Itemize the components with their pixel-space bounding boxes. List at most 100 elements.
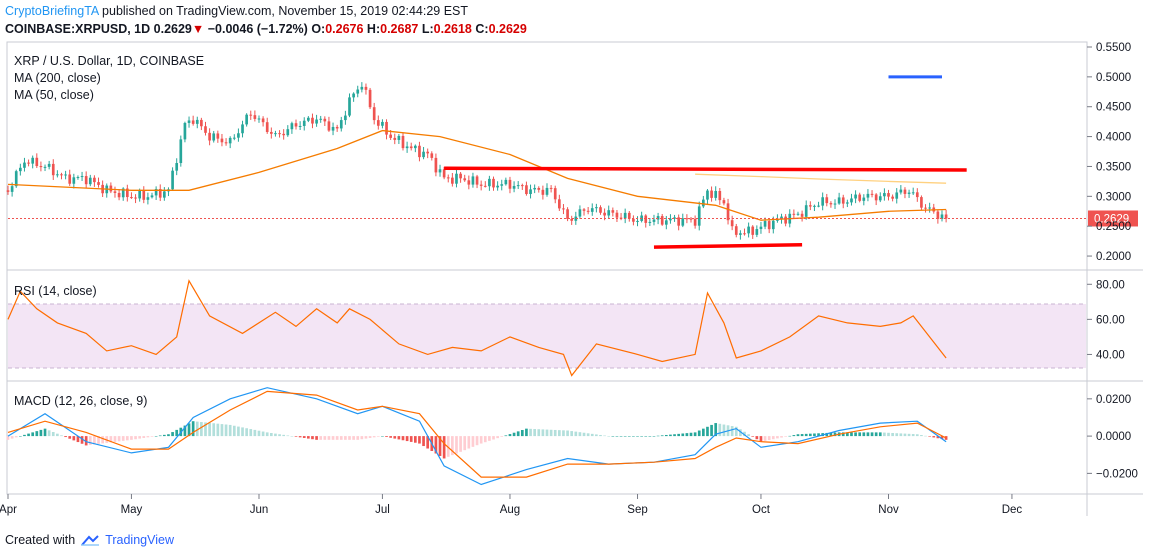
candle-body [636, 220, 639, 222]
macd-histogram-bar [615, 436, 619, 437]
candle-body [84, 176, 88, 185]
candle-body [512, 186, 516, 189]
macd-histogram-bar [743, 431, 746, 437]
macd-histogram-bar [718, 423, 722, 437]
macd-histogram-bar [335, 436, 339, 440]
candle-body [685, 218, 689, 220]
candle-body [911, 192, 915, 194]
macd-histogram-bar [446, 436, 450, 457]
macd-histogram-bar [463, 436, 467, 451]
support-trendline[interactable] [653, 242, 803, 249]
candle-body [870, 193, 874, 195]
macd-histogram-bar [35, 431, 39, 437]
macd-histogram-bar [311, 436, 314, 440]
macd-histogram-bar [940, 436, 944, 440]
publisher-link[interactable]: CryptoBriefingTA [5, 4, 99, 18]
macd-histogram-bar [43, 428, 47, 437]
macd-histogram-bar [607, 436, 611, 437]
macd-histogram-bar [911, 434, 915, 437]
candle-body [545, 187, 549, 195]
candle-body [31, 157, 35, 164]
candle-body [294, 123, 298, 127]
macd-histogram-bar [80, 436, 84, 444]
candle-body [27, 162, 30, 164]
macd-histogram-bar [360, 436, 364, 440]
candle-body [286, 129, 290, 136]
macd-histogram-bar [734, 426, 738, 437]
candle-body [825, 197, 829, 204]
legend-rsi[interactable]: RSI (14, close) [14, 284, 97, 298]
legend-ma200[interactable]: MA (200, close) [14, 71, 101, 85]
candle-body [549, 187, 553, 189]
ma50-line [7, 129, 947, 221]
candle-body [681, 218, 685, 226]
macd-histogram-bar [72, 436, 76, 441]
macd-histogram-bar [422, 436, 425, 447]
macd-histogram-bar [88, 436, 92, 445]
candle-body [88, 177, 92, 185]
candle-body [553, 188, 557, 200]
candle-body [360, 86, 364, 90]
macd-histogram-bar [191, 421, 195, 437]
resistance-trendline[interactable] [444, 166, 967, 172]
candle-body [664, 220, 668, 225]
macd-histogram-bar [788, 435, 792, 437]
macd-histogram-bar [804, 433, 808, 437]
macd-histogram-bar [887, 432, 890, 437]
macd-histogram-bar [348, 436, 351, 440]
candle-body [409, 146, 413, 149]
macd-histogram-bar [471, 436, 475, 447]
macd-histogram-bar [261, 431, 265, 437]
candle-body [154, 188, 158, 196]
macd-histogram-bar [525, 428, 528, 437]
macd-histogram-bar [874, 432, 878, 437]
candle-body [253, 115, 257, 119]
candle-body [582, 209, 586, 211]
candle-body [475, 176, 479, 185]
macd-histogram-bar [451, 436, 454, 456]
macd-histogram-bar [93, 436, 96, 445]
candle-body [714, 190, 718, 198]
legend-macd[interactable]: MACD (12, 26, close, 9) [14, 394, 148, 408]
candle-body [97, 182, 100, 185]
legend-ma50[interactable]: MA (50, close) [14, 88, 94, 102]
time-tick-label: Jul [375, 504, 390, 516]
macd-histogram-bar [467, 436, 471, 449]
price-tick-label: 0.4500 [1096, 102, 1131, 114]
macd-histogram-bar [216, 423, 220, 437]
candle-body [72, 177, 76, 184]
macd-histogram-bar [47, 430, 51, 437]
last-price-tag-label: 0.2629 [1094, 213, 1129, 225]
candle-body [632, 218, 635, 222]
macd-histogram-bar [315, 436, 318, 440]
macd-histogram-bar [307, 436, 310, 439]
candle-body [944, 214, 948, 219]
footer-brand-link[interactable]: TradingView [105, 533, 174, 547]
macd-histogram-bar [23, 434, 26, 437]
candle-body [627, 212, 631, 219]
macd-histogram-bar [397, 436, 401, 440]
macd-histogram-bar [455, 436, 458, 454]
candle-body [903, 189, 907, 194]
candle-body [204, 126, 207, 133]
chart-area[interactable]: 0.2629 0.5500 0.5000 0.4500 0.4000 0.3500 0.3… [0, 38, 1150, 538]
candle-body [660, 216, 664, 225]
macd-histogram-bar [237, 426, 240, 437]
candle-body [430, 153, 434, 158]
candle-body [352, 93, 355, 98]
macd-histogram-bar [278, 434, 281, 437]
macd-histogram-bar [51, 432, 55, 437]
macd-histogram-bar [776, 436, 779, 439]
change-value: −0.0046 (−1.72%) [207, 22, 308, 36]
candle-body [269, 131, 273, 134]
macd-histogram-bar [903, 433, 907, 437]
macd-histogram-bar [566, 430, 569, 437]
macd-histogram-bar [146, 436, 150, 438]
macd-histogram-bar [405, 436, 409, 442]
candle-body [615, 212, 619, 218]
candle-body [500, 184, 504, 186]
candle-body [693, 218, 697, 226]
macd-histogram-bar [438, 436, 442, 456]
candle-body [792, 213, 796, 215]
macd-histogram-bar [269, 432, 273, 437]
